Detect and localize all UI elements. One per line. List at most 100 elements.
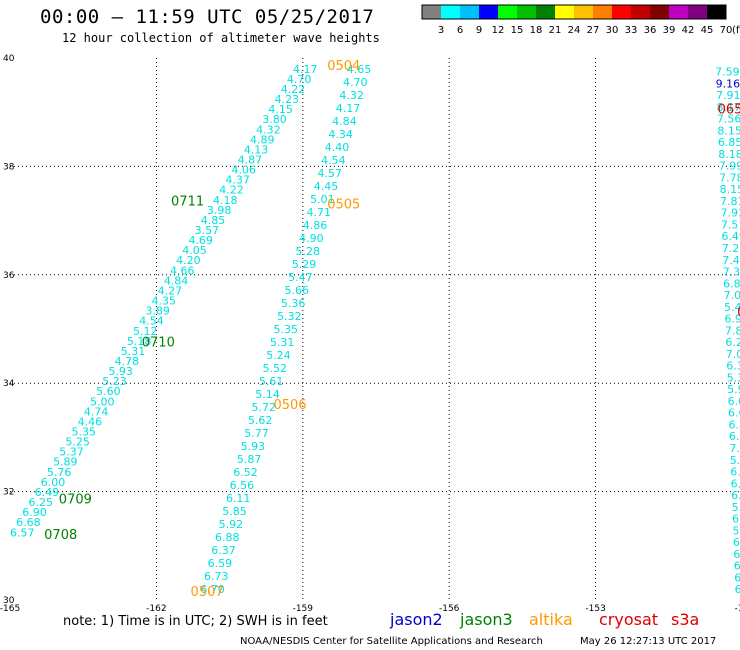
wave-height-value: 5.18 (127, 335, 152, 348)
x-tick-label: -15 (735, 604, 740, 614)
y-tick-label: 30 (3, 596, 15, 606)
color-swatch (574, 5, 593, 19)
wave-height-value: 6.24 (733, 548, 740, 561)
wave-height-value: 6.00 (41, 476, 65, 489)
footer-credit: NOAA/NESDIS Center for Satellite Applica… (240, 636, 543, 647)
wave-height-value: 6.07 (734, 560, 740, 573)
colorbar-tick-label: 3 (438, 25, 444, 36)
wave-height-value: 4.37 (225, 174, 250, 187)
legend-jason3: jason3 (459, 610, 513, 629)
colorbar-tick-label: 45 (701, 25, 714, 36)
wave-height-value: 5.49 (724, 301, 740, 314)
wave-height-value: 5.85 (222, 505, 247, 518)
x-tick-label: -162 (146, 604, 166, 614)
wave-height-value: 5.76 (47, 466, 71, 479)
wave-height-value: 6.70 (200, 583, 225, 596)
wave-height-value: 4.66 (170, 264, 195, 277)
wave-height-value: 4.74 (84, 405, 109, 418)
wave-height-value: 7.56 (717, 113, 740, 126)
colorbar-tick-label: 15 (511, 25, 524, 36)
wave-height-value: 4.27 (158, 284, 183, 297)
wave-height-value: 5.62 (248, 414, 273, 427)
colorbar-tick-label: 9 (476, 25, 482, 36)
wave-height-value: 3.98 (207, 204, 232, 217)
wave-height-value: 7.30 (723, 266, 740, 279)
wave-height-value: 4.57 (317, 167, 342, 180)
color-swatch (612, 5, 631, 19)
y-tick-label: 38 (3, 162, 15, 172)
y-tick-label: 36 (3, 271, 15, 281)
wave-height-value: 7.04 (729, 442, 740, 455)
wave-height-value: 4.85 (201, 214, 226, 227)
wave-height-value: 5.72 (252, 401, 277, 414)
colorbar-tick-label: 27 (587, 25, 600, 36)
wave-height-value: 4.54 (139, 315, 164, 328)
wave-height-value: 4.22 (219, 184, 244, 197)
wave-height-value: 7.99 (719, 160, 740, 173)
wave-height-value: 5.29 (292, 258, 317, 271)
colorbar-tick-label: 33 (625, 25, 638, 36)
wave-height-value: 4.65 (347, 63, 372, 76)
legend-s3a: s3a (671, 610, 699, 629)
wave-height-value: 6.49 (35, 486, 60, 499)
wave-height-value: 4.32 (256, 123, 281, 136)
x-tick-label: -159 (293, 604, 314, 614)
wave-height-value: 7.59 (715, 66, 740, 79)
wave-height-value: 6.57 (10, 526, 35, 539)
wave-height-value: 4.17 (293, 63, 318, 76)
wave-height-value: 6.21 (725, 336, 740, 349)
wave-height-value: 5.84 (730, 454, 740, 467)
wave-height-value: 8.15 (717, 124, 740, 137)
wave-height-value: 4.17 (336, 102, 361, 115)
color-swatch (688, 5, 707, 19)
wave-height-value: 4.54 (321, 154, 346, 167)
wave-height-value: 7.84 (725, 324, 740, 337)
wave-height-value: 5.32 (277, 310, 302, 323)
wave-height-value: 4.70 (287, 73, 312, 86)
colorbar-tick-label: 12 (492, 25, 505, 36)
colorbar-frame (421, 4, 727, 20)
wave-height-value: 4.34 (328, 128, 353, 141)
wave-height-value: 5.31 (121, 345, 146, 358)
wave-height-value: 4.89 (250, 133, 275, 146)
wave-height-value: 7.23 (722, 242, 740, 255)
wave-height-value: 6.09 (729, 430, 740, 443)
wave-height-value: 4.87 (238, 154, 262, 167)
wave-height-value: 4.40 (325, 141, 350, 154)
wave-height-value: 7.45 (722, 254, 740, 267)
color-swatch (422, 5, 441, 19)
wave-height-value: 6.59 (208, 557, 233, 570)
wave-height-value: 4.78 (115, 355, 140, 368)
x-tick-label: -165 (0, 604, 20, 614)
wave-height-value: 4.70 (343, 76, 368, 89)
wave-height-value: 4.90 (299, 232, 324, 245)
wave-height-value: 7.09 (726, 348, 740, 361)
wave-height-value: 6.85 (718, 136, 740, 149)
wave-height-value: 5.52 (263, 362, 288, 375)
x-tick-label: -156 (439, 604, 460, 614)
wave-height-value: 5.31 (270, 336, 295, 349)
wave-height-value: 4.05 (182, 244, 207, 257)
colorbar-tick-label: 24 (568, 25, 581, 36)
wave-height-value: 8.18 (718, 148, 740, 161)
wave-height-value: 4.71 (306, 206, 331, 219)
color-swatch (631, 5, 650, 19)
wave-height-value: 6.01 (728, 395, 740, 408)
pass-time-label: 0709 (59, 493, 92, 508)
wave-height-value: 4.35 (152, 295, 177, 308)
wave-height-value: 5.12 (133, 325, 158, 338)
wave-height-value: 7.51 (721, 218, 740, 231)
wave-height-value: 8.15 (720, 183, 740, 196)
pass-time-label: 0507 (191, 585, 224, 600)
legend-cryosat: cryosat (599, 610, 658, 629)
track-altika: 6.706.736.596.376.885.925.856.116.566.52… (200, 63, 371, 596)
satellite-legend: jason2 jason3 altika cryosat s3a (389, 610, 699, 629)
wave-height-value: 5.87 (732, 501, 740, 514)
wave-height-value: 6.18 (734, 571, 740, 584)
color-swatch (707, 5, 726, 19)
wave-height-value: 4.32 (339, 89, 364, 102)
color-swatch (650, 5, 669, 19)
wave-height-value: 3.57 (195, 224, 220, 237)
wave-height-value: 6.32 (730, 466, 740, 479)
